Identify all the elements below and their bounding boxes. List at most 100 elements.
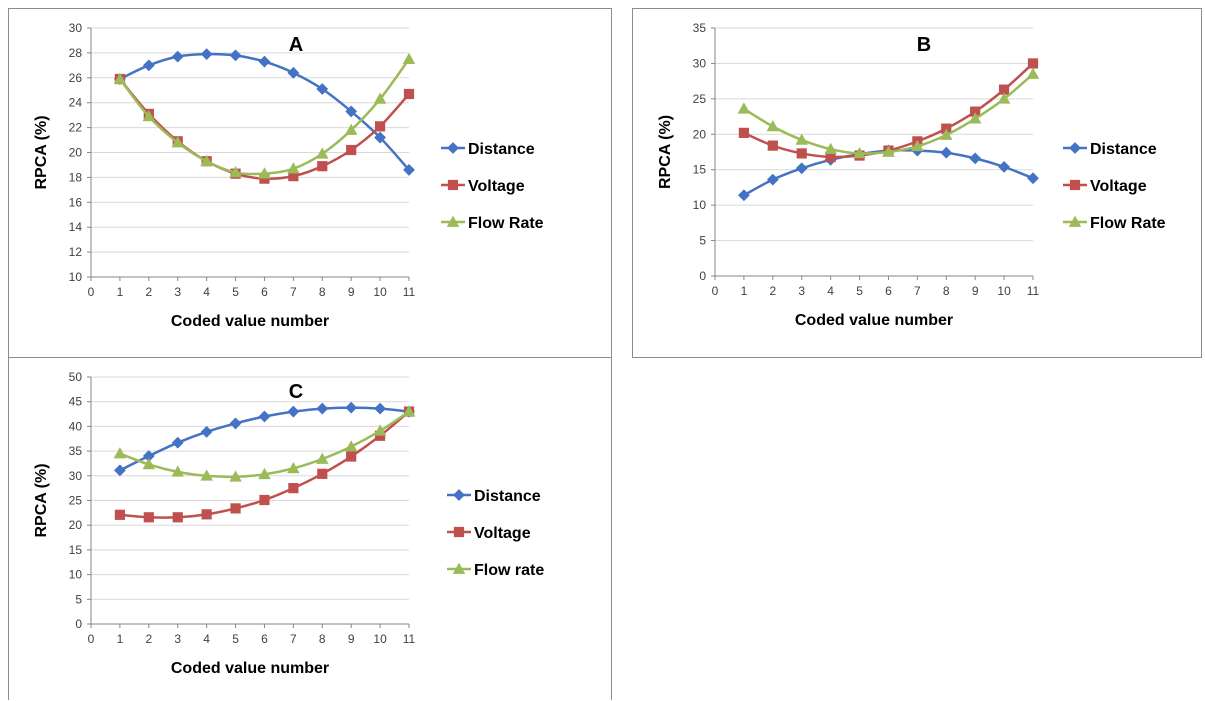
- legend-entry: Voltage: [1063, 178, 1147, 195]
- y-tick-label: 30: [69, 21, 83, 35]
- panel-title: A: [289, 34, 303, 56]
- data-point: [738, 127, 750, 138]
- legend-label: Voltage: [1090, 178, 1147, 195]
- x-tick-label: 11: [403, 632, 416, 646]
- y-tick-label: 12: [69, 245, 83, 259]
- data-point: [201, 509, 212, 520]
- legend-marker: [446, 215, 460, 227]
- x-tick-label: 10: [373, 285, 387, 299]
- data-point: [172, 512, 183, 523]
- x-tick-label: 7: [290, 285, 297, 299]
- x-tick-label: 4: [203, 285, 210, 299]
- y-axis-title: RPCA (%): [33, 463, 50, 537]
- x-tick-label: 8: [943, 284, 950, 298]
- y-tick-label: 35: [693, 21, 707, 35]
- x-tick-label: 8: [319, 285, 326, 299]
- data-point: [229, 470, 242, 482]
- y-tick-label: 10: [69, 270, 83, 284]
- legend-label: Distance: [468, 141, 535, 158]
- legend-label: Flow Rate: [1090, 215, 1166, 232]
- data-point: [344, 440, 358, 452]
- data-point: [200, 154, 213, 167]
- data-point: [142, 59, 155, 72]
- legend-entry: Voltage: [441, 178, 525, 195]
- data-point: [853, 146, 866, 159]
- data-point: [258, 467, 271, 480]
- legend-label: Distance: [1090, 141, 1157, 158]
- data-point: [824, 142, 837, 154]
- data-point: [940, 128, 953, 140]
- legend-entry: Flow Rate: [1063, 215, 1166, 232]
- data-point: [345, 105, 358, 118]
- data-point: [259, 494, 270, 506]
- chart-panel-a: 10 12 14 16 18 20 22 24 26 28 30 0 1 2 3 4 5 6 7 8 9 10 11 Code…: [8, 8, 612, 358]
- legend-marker: [447, 179, 459, 191]
- data-point: [968, 112, 982, 124]
- y-tick-label: 20: [693, 127, 707, 141]
- x-tick-label: 2: [769, 284, 776, 298]
- y-axis-title: RPCA (%): [657, 115, 674, 189]
- legend-entry: Distance: [441, 141, 535, 158]
- y-tick-label: 35: [69, 444, 83, 458]
- legend-entry: Flow rate: [447, 562, 544, 579]
- data-point: [1027, 172, 1039, 185]
- data-point: [287, 461, 300, 474]
- x-tick-label: 1: [117, 632, 124, 646]
- y-tick-label: 40: [69, 419, 83, 433]
- data-point: [766, 120, 780, 132]
- data-point: [200, 48, 213, 61]
- data-point: [882, 145, 895, 157]
- data-point: [316, 402, 329, 415]
- data-point: [346, 451, 357, 462]
- data-point: [200, 469, 213, 481]
- y-tick-label: 14: [69, 220, 83, 234]
- x-tick-label: 10: [997, 284, 1011, 298]
- y-tick-label: 22: [69, 121, 83, 135]
- data-point: [373, 92, 387, 104]
- data-point: [142, 109, 156, 122]
- chart-panel-b: 0 5 10 15 20 25 30 35 0 1 2 3 4 5 6 7 8 9 10 11 Coded value …: [632, 8, 1202, 358]
- data-point: [229, 417, 242, 430]
- x-tick-label: 0: [88, 632, 95, 646]
- y-tick-label: 15: [693, 163, 707, 177]
- x-tick-label: 5: [856, 284, 863, 298]
- series-line: [743, 148, 1034, 197]
- data-point: [171, 136, 184, 148]
- x-tick-label: 6: [261, 632, 268, 646]
- x-tick-label: 2: [145, 632, 152, 646]
- data-point: [200, 425, 213, 438]
- x-tick-label: 4: [203, 632, 210, 646]
- data-point: [171, 50, 184, 63]
- y-tick-label: 18: [69, 170, 83, 184]
- x-axis-title: Coded value number: [171, 660, 329, 677]
- y-tick-label: 5: [699, 234, 706, 248]
- data-point: [344, 123, 358, 135]
- data-point: [969, 152, 982, 165]
- data-point: [374, 402, 386, 415]
- y-tick-label: 5: [75, 592, 82, 606]
- data-point: [171, 436, 184, 449]
- y-tick-label: 20: [69, 518, 83, 532]
- data-point: [1026, 67, 1040, 79]
- data-point: [997, 92, 1011, 104]
- x-tick-label: 5: [232, 632, 239, 646]
- legend-marker: [452, 562, 466, 574]
- data-point: [911, 139, 924, 152]
- x-tick-label: 6: [261, 285, 268, 299]
- x-tick-label: 9: [972, 284, 979, 298]
- data-point: [287, 162, 300, 174]
- data-point: [316, 147, 329, 159]
- x-tick-label: 4: [827, 284, 834, 298]
- data-point: [258, 410, 271, 423]
- x-axis-title: Coded value number: [171, 313, 329, 330]
- data-point: [114, 509, 126, 520]
- x-tick-label: 1: [741, 284, 748, 298]
- legend-label: Voltage: [468, 178, 525, 195]
- data-point: [345, 401, 358, 414]
- x-tick-label: 7: [290, 632, 297, 646]
- series-line: [118, 78, 410, 180]
- data-point: [113, 72, 127, 84]
- data-point: [402, 405, 416, 417]
